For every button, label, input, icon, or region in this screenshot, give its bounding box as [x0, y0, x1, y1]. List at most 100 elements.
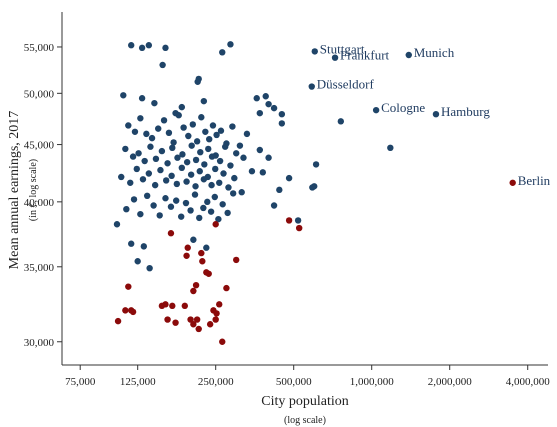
- point: [165, 129, 173, 137]
- point: [177, 213, 185, 220]
- x-tick-label: 125,000: [120, 376, 156, 388]
- point: [131, 128, 139, 135]
- point: [128, 307, 135, 314]
- point: [309, 184, 316, 191]
- point: [130, 196, 138, 203]
- point: [196, 168, 203, 175]
- point: [209, 122, 217, 129]
- y-axis-title: Mean annual earnings, 2017: [7, 111, 22, 270]
- point: [187, 316, 194, 323]
- point: [167, 203, 175, 210]
- point: [196, 214, 203, 222]
- point: [216, 179, 223, 186]
- point: [167, 230, 175, 237]
- point: [188, 142, 195, 149]
- point: [146, 264, 153, 272]
- point: [145, 42, 153, 49]
- y-tick-label: 55,000: [24, 42, 55, 54]
- point: [199, 258, 206, 265]
- point: [295, 224, 303, 232]
- point: [216, 301, 223, 308]
- point: [170, 139, 177, 146]
- point: [175, 112, 182, 119]
- point: [432, 110, 440, 118]
- point: [152, 155, 160, 163]
- point: [125, 283, 132, 290]
- point: [265, 154, 272, 161]
- point: [256, 146, 264, 154]
- y-axis-subtitle: (in €, log scale): [28, 159, 39, 221]
- point: [509, 179, 516, 186]
- point: [114, 317, 122, 325]
- point: [151, 181, 159, 189]
- point: [219, 49, 226, 56]
- point: [262, 93, 269, 100]
- point: [337, 118, 345, 125]
- point: [191, 191, 199, 198]
- point: [270, 202, 278, 209]
- point: [134, 258, 141, 265]
- point: [227, 162, 234, 169]
- point: [265, 100, 272, 108]
- point: [164, 160, 171, 167]
- point: [225, 184, 232, 191]
- point: [189, 121, 197, 128]
- point: [147, 143, 154, 150]
- point-label: Düsseldorf: [317, 77, 375, 92]
- point: [125, 122, 132, 129]
- point: [278, 110, 286, 118]
- point: [202, 128, 209, 135]
- point: [123, 205, 130, 213]
- point-label: Hamburg: [441, 104, 490, 119]
- point: [181, 302, 189, 310]
- point: [331, 54, 339, 61]
- point: [135, 150, 142, 157]
- point: [276, 186, 283, 194]
- point: [256, 109, 264, 117]
- point: [219, 338, 226, 345]
- point: [192, 183, 199, 190]
- point: [178, 164, 186, 172]
- point-label: Berlin: [518, 173, 551, 188]
- point: [128, 240, 135, 247]
- point: [180, 124, 187, 131]
- point: [240, 154, 247, 161]
- point: [156, 212, 163, 219]
- point: [259, 169, 267, 176]
- point: [215, 215, 222, 223]
- point: [148, 134, 156, 142]
- point: [206, 135, 213, 143]
- point: [158, 147, 166, 155]
- point: [212, 152, 219, 159]
- x-tick-label: 500,000: [276, 376, 312, 388]
- point: [138, 95, 146, 102]
- point: [172, 319, 179, 326]
- point: [194, 78, 201, 85]
- point: [192, 156, 200, 164]
- point: [229, 190, 237, 197]
- point: [184, 244, 191, 251]
- point: [278, 120, 286, 127]
- point: [229, 123, 236, 130]
- point: [140, 243, 148, 250]
- point: [233, 256, 240, 264]
- point: [248, 168, 256, 175]
- point: [190, 236, 197, 243]
- point: [270, 104, 278, 112]
- point: [294, 217, 302, 224]
- point: [139, 176, 147, 183]
- point: [213, 131, 220, 139]
- point: [141, 157, 148, 165]
- point: [193, 316, 201, 323]
- x-tick-label: 1,000,000: [350, 376, 395, 388]
- point: [162, 301, 169, 308]
- point: [183, 178, 190, 185]
- y-tick-label: 35,000: [24, 262, 55, 274]
- point: [204, 173, 211, 181]
- point: [197, 148, 204, 156]
- point-label: Frankfurt: [340, 48, 389, 63]
- point: [179, 151, 186, 158]
- point: [113, 221, 121, 228]
- point: [243, 130, 251, 138]
